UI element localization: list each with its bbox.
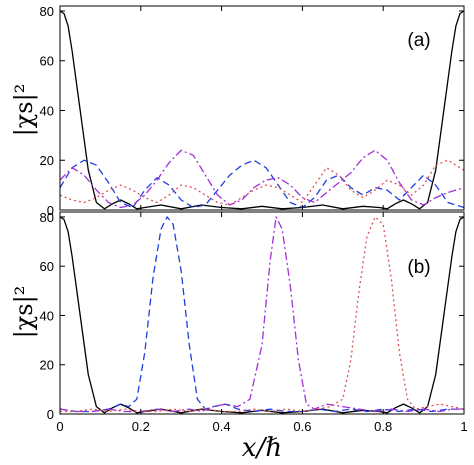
axes-frame — [59, 211, 465, 415]
y-tick-label: 20 — [40, 358, 54, 373]
panel-a: 0 20 40 60 80 (a) — [40, 4, 465, 218]
series-line-dotted — [60, 216, 464, 413]
series-line-solid — [60, 10, 464, 210]
x-tick-label: 0.8 — [374, 419, 392, 434]
y-tick-label: 20 — [40, 153, 54, 168]
series-line-dashed — [60, 216, 464, 413]
panel-label: (a) — [407, 30, 430, 51]
series-line-dotted — [60, 159, 464, 206]
y-tick-label: 0 — [47, 203, 54, 218]
axes-frame — [59, 5, 465, 211]
y-tick-label: 80 — [40, 210, 54, 225]
panel-b: 0 20 40 60 80 0 0.2 0.4 0.6 0.8 1 (b) — [40, 210, 468, 434]
y-tick-label: 60 — [40, 259, 54, 274]
series-line-dashdot — [60, 149, 464, 209]
y-tick-label: 0 — [47, 407, 54, 422]
panel-a-ylabel: |χs|² — [10, 84, 39, 137]
series-group — [60, 216, 464, 414]
y-tick-label: 40 — [40, 103, 54, 118]
y-tick-label: 40 — [40, 308, 54, 323]
y-tick-label: 80 — [40, 4, 54, 19]
x-tick-label: 0 — [56, 419, 63, 434]
x-tick-label: 0.2 — [132, 419, 150, 434]
panel-b-ylabel: |χs|² — [10, 286, 39, 339]
x-tick-label: 1 — [460, 419, 467, 434]
x-tick-label: 0.4 — [213, 419, 231, 434]
series-line-solid — [60, 216, 464, 414]
x-tick-label: 0.6 — [293, 419, 311, 434]
series-group — [60, 10, 464, 210]
series-line-dashdot — [60, 216, 464, 413]
x-axis-label: x/ℏ — [242, 433, 282, 463]
panel-label: (b) — [407, 257, 430, 278]
series-line-dashed — [60, 159, 464, 209]
y-tick-label: 60 — [40, 54, 54, 69]
